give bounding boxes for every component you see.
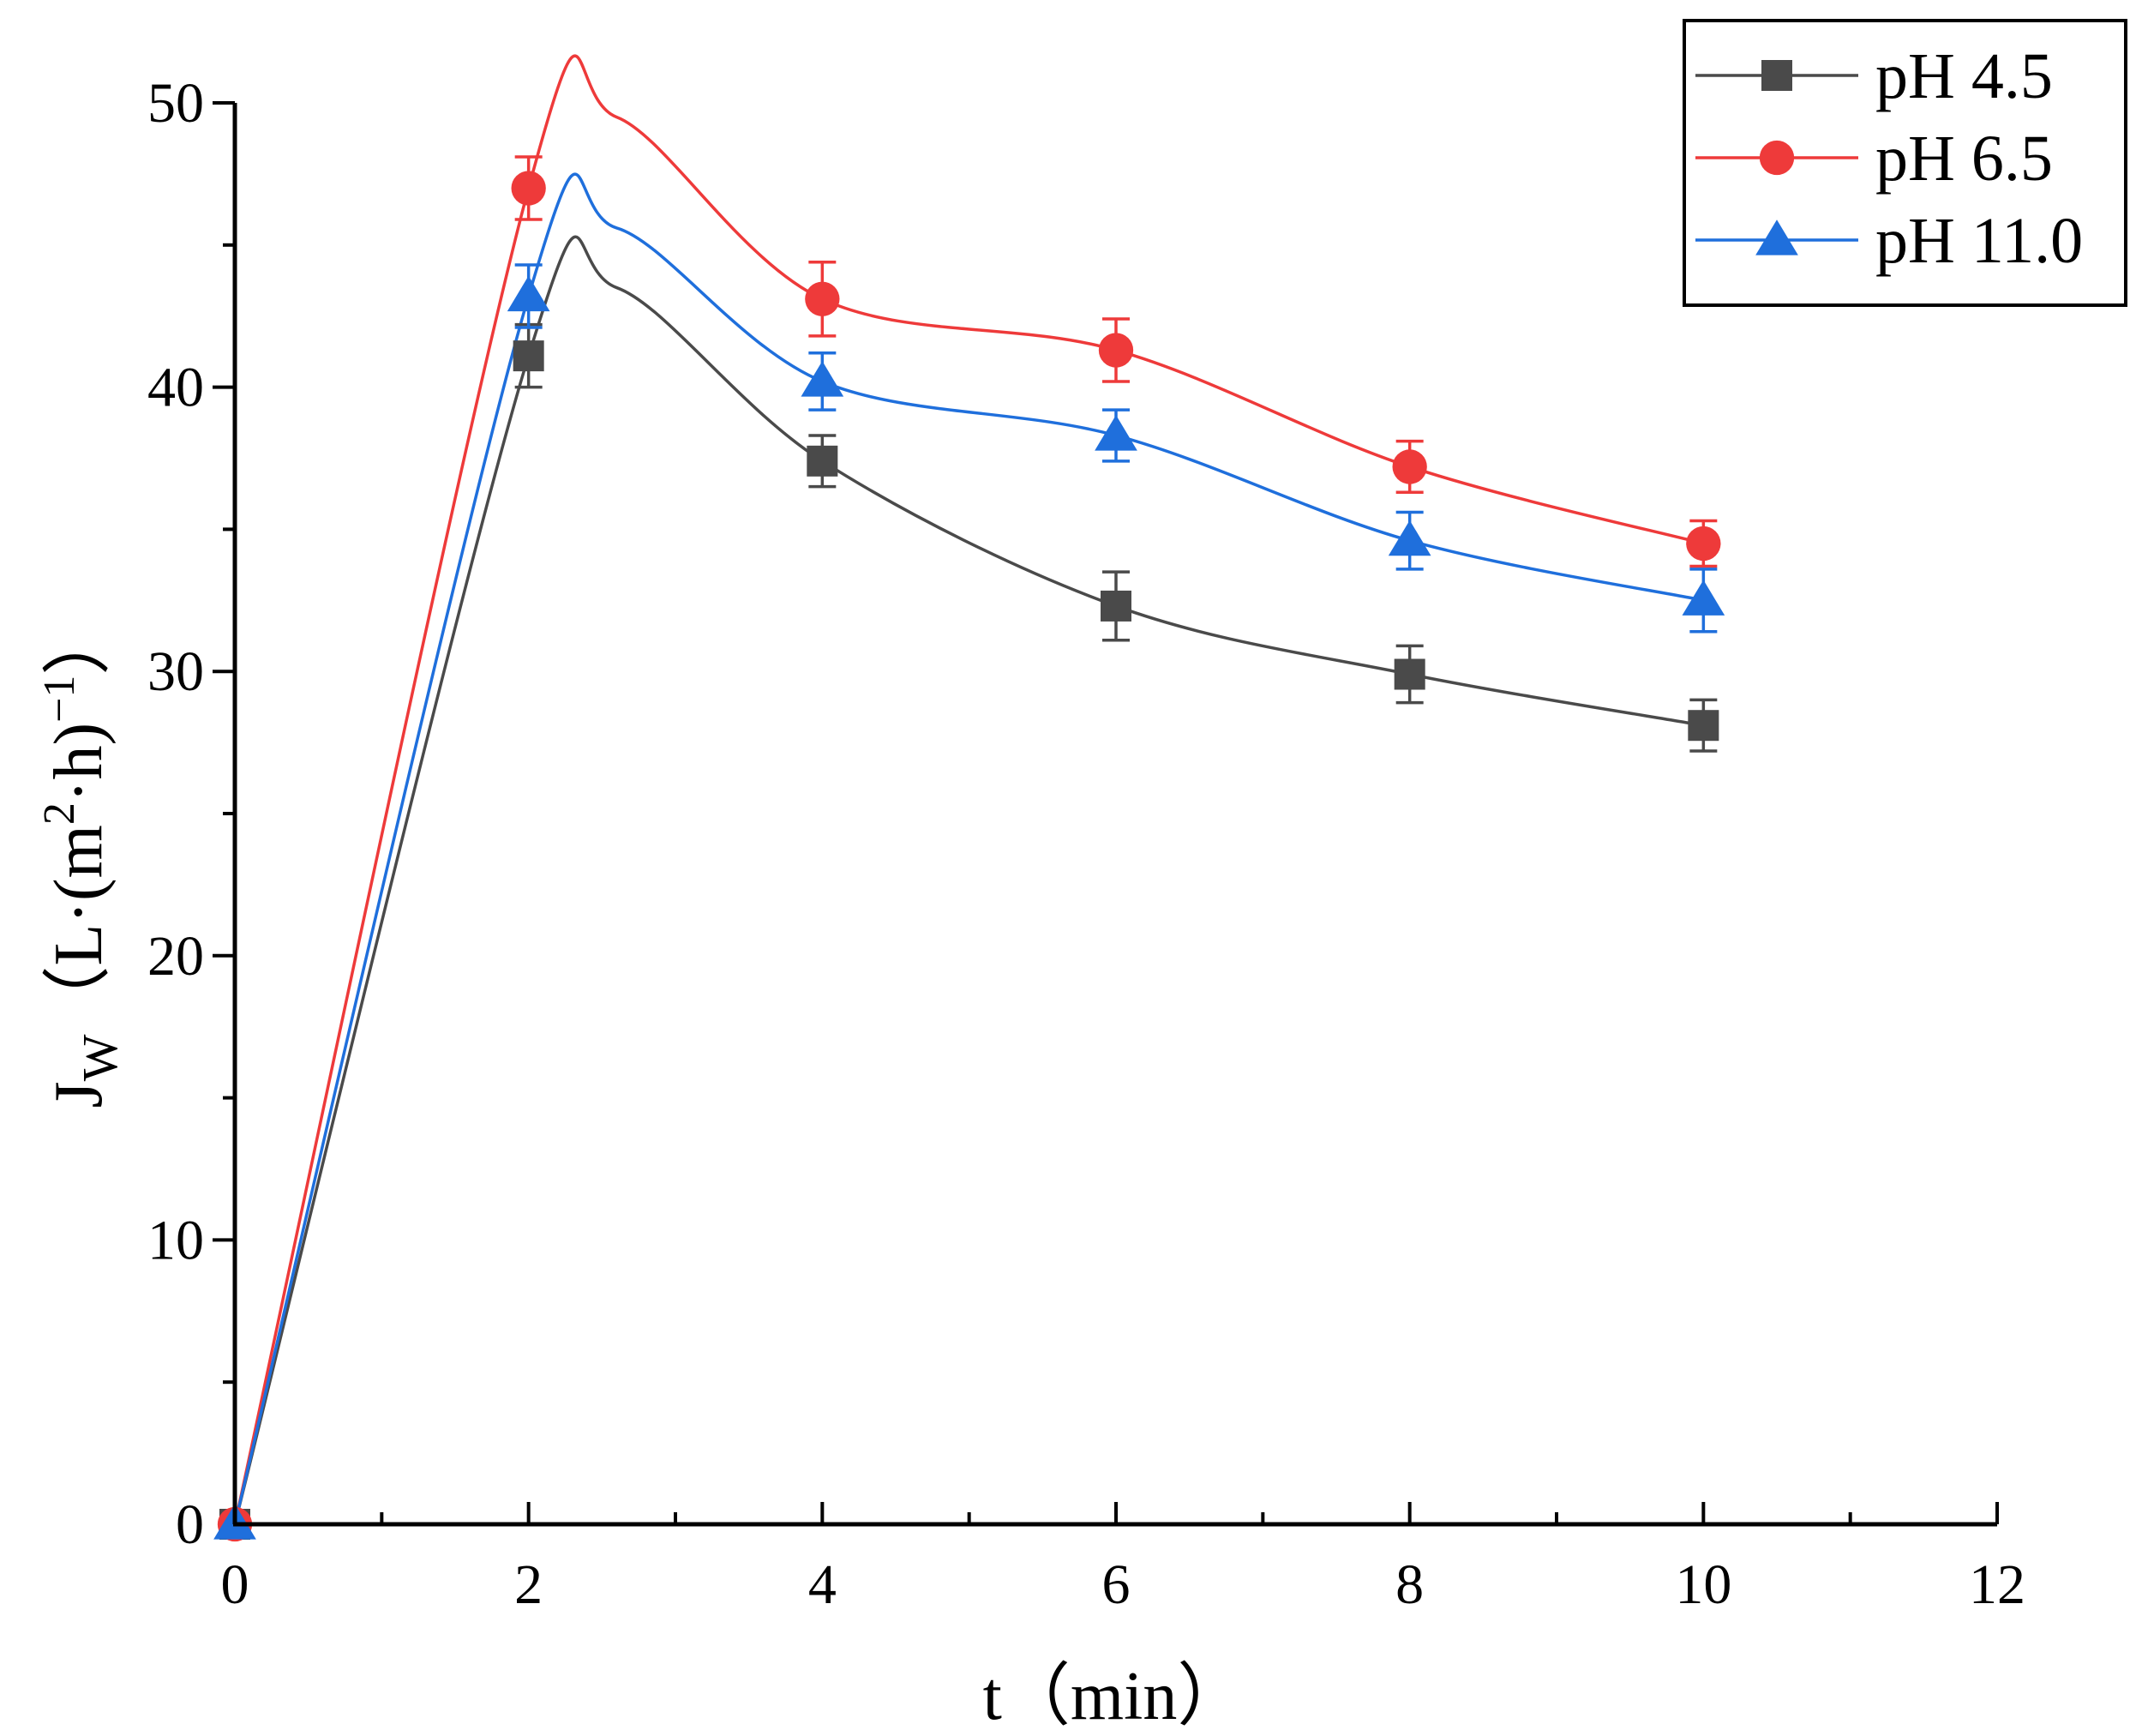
series-curve-2: [233, 172, 1704, 1525]
error-bars: [514, 155, 1718, 753]
data-point: [511, 171, 546, 206]
y-axis-title-sub: W: [72, 1034, 128, 1081]
data-point: [1394, 658, 1425, 690]
legend-label: pH 4.5: [1875, 40, 2053, 112]
axis-ticks: [213, 101, 1999, 1524]
y-tick-label: 0: [176, 1493, 204, 1556]
y-tick-label: 40: [147, 357, 204, 419]
data-point: [1686, 526, 1721, 562]
legend-label: pH 11.0: [1875, 205, 2083, 277]
data-point: [1095, 415, 1137, 451]
legend-box: [1683, 19, 2127, 307]
x-tick-label: 4: [808, 1553, 837, 1616]
y-tick-label: 50: [147, 72, 204, 135]
series-curves: [233, 54, 1704, 1525]
data-markers: [213, 171, 1725, 1542]
legend-label: pH 6.5: [1875, 123, 2053, 195]
legend-marker: [1761, 60, 1792, 91]
y-axis-title: JW（L·(m2·h)−1）: [35, 607, 128, 1108]
data-point: [807, 445, 838, 477]
data-point: [801, 361, 844, 397]
legend: pH 4.5 pH 6.5 pH 11.0: [1683, 19, 2127, 307]
x-tick-label: 2: [514, 1553, 543, 1616]
y-tick-label: 20: [147, 925, 204, 988]
y-tick-label: 10: [147, 1209, 204, 1271]
y-axis-title-sup1: 2: [35, 802, 84, 825]
series-curve-0: [233, 235, 1704, 1525]
x-axis-title: t（min）: [983, 1659, 1246, 1734]
data-point: [1098, 333, 1134, 368]
data-point: [1388, 520, 1431, 556]
y-axis-title-unit-mid: ·h): [41, 723, 117, 802]
legend-marker: [1759, 140, 1795, 176]
y-axis-title-unit: （L·(m: [41, 825, 117, 1034]
data-point: [1682, 580, 1725, 616]
x-tick-label: 12: [1969, 1553, 2025, 1616]
data-point: [1392, 449, 1427, 484]
x-tick-label: 8: [1395, 1553, 1424, 1616]
data-point: [507, 275, 550, 312]
data-point: [805, 281, 840, 316]
series-curve-1: [233, 54, 1704, 1525]
y-axis-title-main: J: [41, 1081, 117, 1108]
x-tick-label: 0: [221, 1553, 249, 1616]
data-point: [1688, 710, 1719, 742]
y-tick-label: 30: [147, 640, 204, 703]
x-tick-label: 6: [1102, 1553, 1131, 1616]
data-point: [513, 340, 544, 372]
y-axis-title-sup2: −1: [35, 676, 84, 723]
x-tick-label: 10: [1675, 1553, 1731, 1616]
data-point: [1101, 590, 1131, 622]
y-axis-title-unit-close: ）: [41, 607, 117, 676]
tick-labels: 0 2 4 6 8 10 12 0 10 20 30 40 50: [147, 72, 2025, 1616]
legend-marker: [1755, 219, 1798, 255]
